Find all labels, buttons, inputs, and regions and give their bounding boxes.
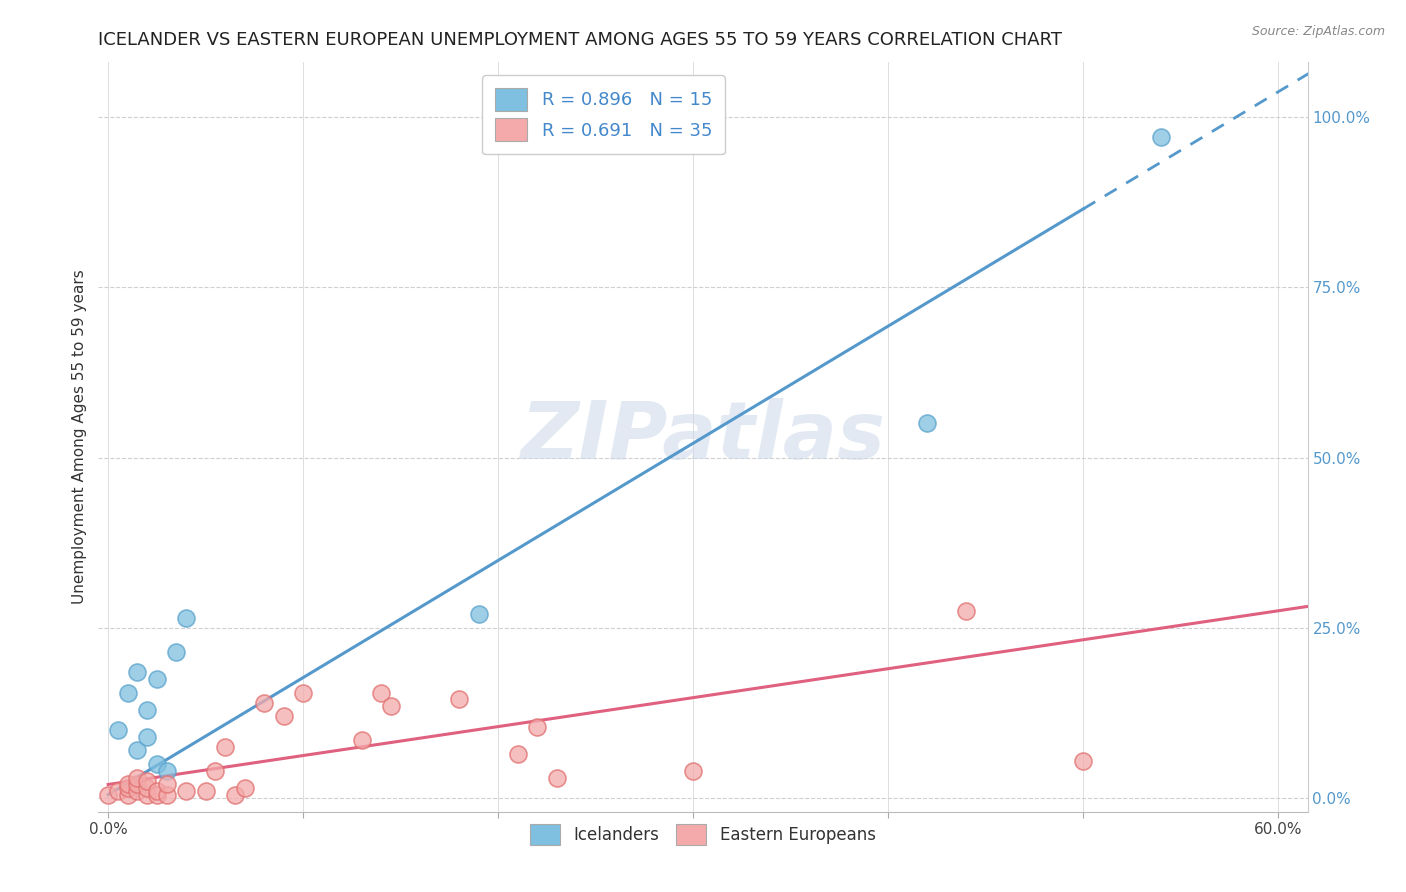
Point: [117, 780, 139, 795]
Point: [97, 788, 120, 802]
Point: [506, 747, 529, 761]
Point: [127, 665, 149, 679]
Point: [146, 672, 169, 686]
Point: [107, 723, 129, 737]
Point: [117, 788, 139, 802]
Point: [146, 788, 169, 802]
Point: [214, 739, 236, 754]
Point: [350, 733, 373, 747]
Point: [233, 780, 256, 795]
Point: [136, 730, 159, 744]
Point: [156, 788, 179, 802]
Point: [194, 784, 217, 798]
Point: [165, 645, 187, 659]
Point: [917, 417, 939, 431]
Point: [955, 604, 977, 618]
Point: [136, 702, 159, 716]
Point: [156, 777, 179, 791]
Legend: Icelanders, Eastern Europeans: Icelanders, Eastern Europeans: [523, 817, 883, 852]
Point: [117, 685, 139, 699]
Point: [546, 771, 568, 785]
Point: [117, 777, 139, 791]
Point: [107, 784, 129, 798]
Point: [136, 788, 159, 802]
Point: [174, 610, 197, 624]
Point: [127, 743, 149, 757]
Point: [174, 784, 197, 798]
Point: [146, 757, 169, 772]
Point: [127, 777, 149, 791]
Point: [449, 692, 471, 706]
Text: ICELANDER VS EASTERN EUROPEAN UNEMPLOYMENT AMONG AGES 55 TO 59 YEARS CORRELATION: ICELANDER VS EASTERN EUROPEAN UNEMPLOYME…: [98, 31, 1063, 49]
Point: [127, 771, 149, 785]
Point: [682, 764, 704, 778]
Point: [253, 696, 276, 710]
Text: ZIPatlas: ZIPatlas: [520, 398, 886, 476]
Point: [1071, 754, 1094, 768]
Point: [156, 764, 179, 778]
Point: [1150, 130, 1173, 145]
Point: [136, 774, 159, 789]
Point: [127, 784, 149, 798]
Y-axis label: Unemployment Among Ages 55 to 59 years: Unemployment Among Ages 55 to 59 years: [72, 269, 87, 605]
Point: [224, 788, 246, 802]
Point: [146, 784, 169, 798]
Point: [380, 699, 402, 714]
Point: [370, 685, 392, 699]
Point: [136, 780, 159, 795]
Point: [526, 720, 548, 734]
Point: [204, 764, 226, 778]
Point: [273, 709, 295, 723]
Point: [467, 607, 489, 622]
Text: Source: ZipAtlas.com: Source: ZipAtlas.com: [1251, 25, 1385, 38]
Point: [292, 685, 315, 699]
